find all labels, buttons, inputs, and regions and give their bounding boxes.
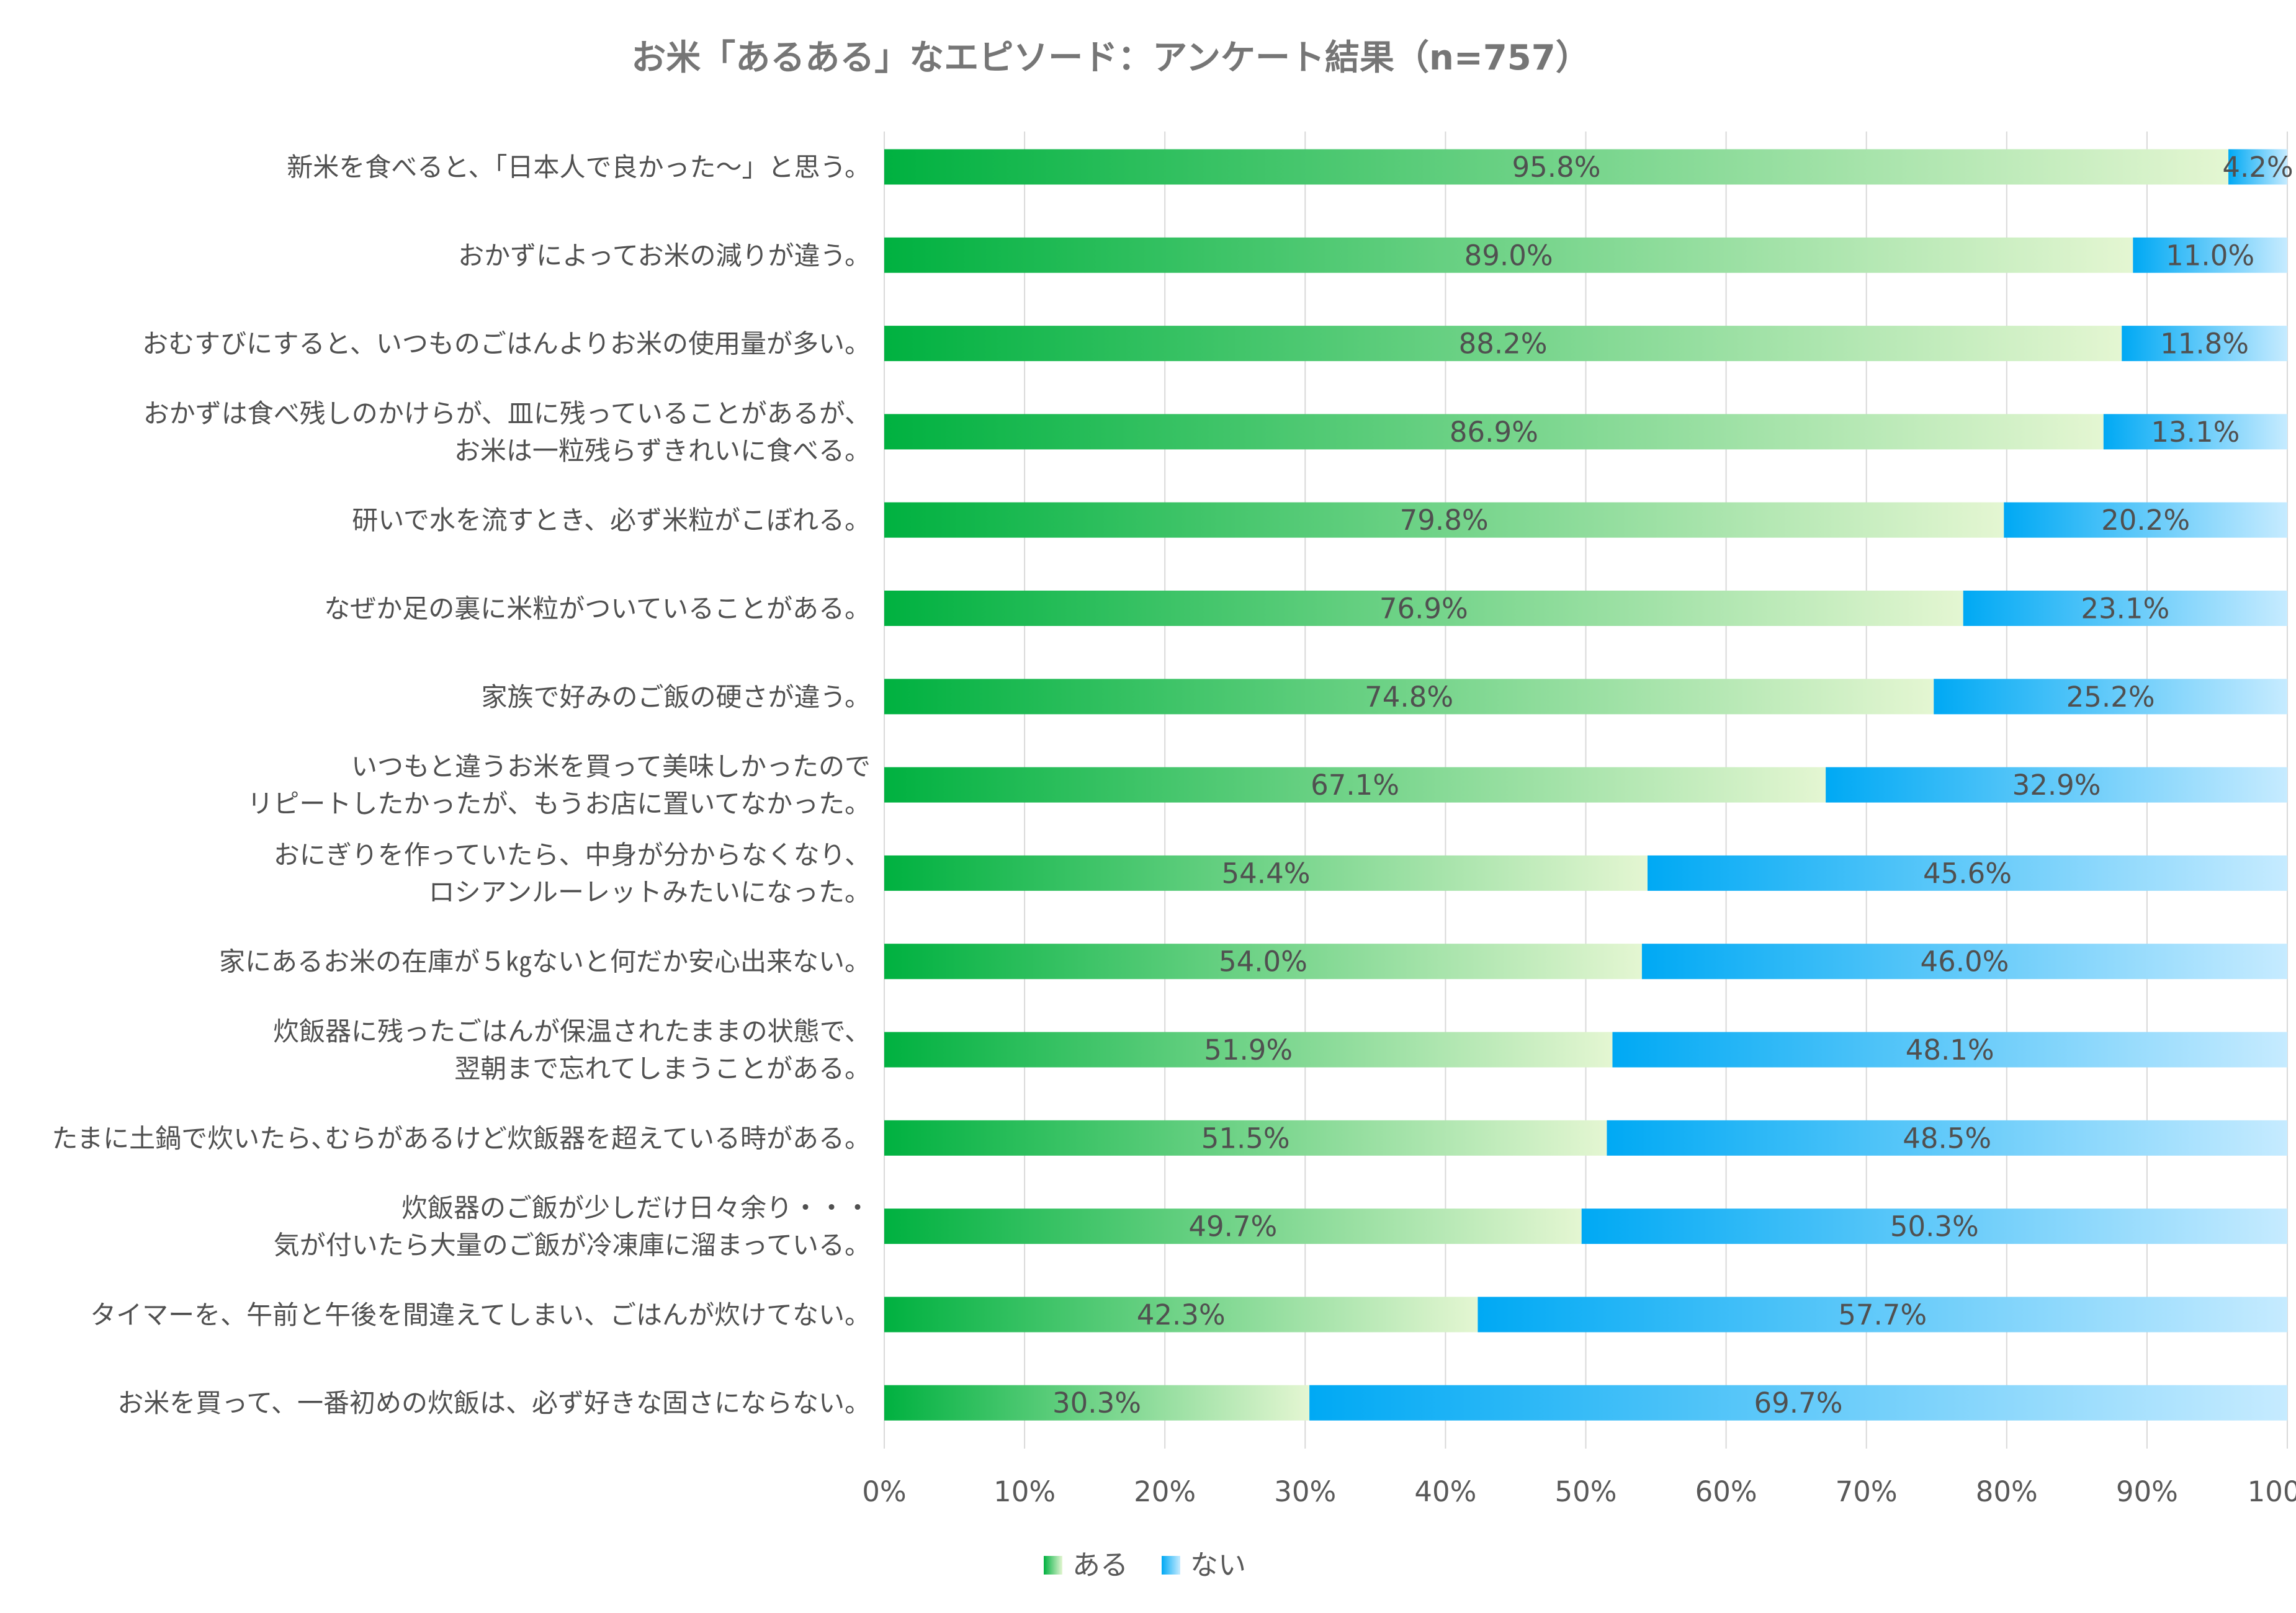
bar-aru: [884, 944, 1642, 980]
category-label: いつもと違うお米を買って美味しかったのでリピートしたかったが、もうお店に置いてな…: [247, 751, 871, 819]
category-label: 家族で好みのご飯の硬さが違う。: [482, 682, 871, 712]
data-label: 79.8%: [1400, 504, 1489, 537]
category-label: 家にあるお米の在庫が５㎏ないと何だか安心出来ない。: [219, 947, 871, 978]
data-label: 48.1%: [1906, 1034, 1994, 1066]
data-label: 54.4%: [1222, 857, 1311, 890]
category-label: おかずによってお米の減りが違う。: [458, 240, 871, 270]
bar-aru: [884, 1385, 1310, 1421]
category-label: 炊飯器のご飯が少しだけ日々余り・・・気が付いたら大量のご飯が冷凍庫に溜まっている…: [274, 1193, 871, 1261]
bar-nai: [1963, 591, 2287, 626]
bar-nai: [2103, 414, 2287, 450]
bar-nai: [2228, 149, 2287, 185]
data-label: 54.0%: [1219, 945, 1307, 978]
category-labels: 新米を食べると、「日本人で良かった～」と思う。おかずによってお米の減りが違う。お…: [52, 152, 871, 1418]
bar-nai: [1641, 944, 2287, 980]
legend: ある ない: [1044, 1548, 1246, 1581]
bar-aru: [884, 855, 1648, 891]
data-label: 69.7%: [1754, 1387, 1843, 1419]
bars: 95.8% 4.2% 89.0% 11.0% 88.2% 11.8% 86.9% 13.1% 7…: [884, 149, 2294, 1421]
category-label: タイマーを、午前と午後を間違えてしまい、ごはんが炊けてない。: [90, 1300, 871, 1330]
data-label: 23.1%: [2081, 592, 2169, 625]
data-label: 42.3%: [1137, 1298, 1226, 1331]
data-label: 88.2%: [1459, 328, 1548, 360]
bar-aru: [884, 1032, 1613, 1068]
data-label: 4.2%: [2222, 151, 2293, 184]
data-label: 51.5%: [1201, 1122, 1290, 1155]
bar-nai: [1647, 855, 2287, 891]
category-label: おむすびにすると、いつものごはんよりお米の使用量が多い。: [142, 329, 871, 359]
bar-nai: [1934, 679, 2287, 715]
category-label: おにぎりを作っていたら、中身が分からなくなり、ロシアンルーレットみたいになった。: [274, 839, 871, 907]
x-tick-label: 0%: [862, 1475, 906, 1508]
bar-aru: [884, 149, 2229, 185]
bar-aru: [884, 237, 2133, 273]
legend-swatch: [1044, 1556, 1062, 1575]
data-label: 49.7%: [1188, 1210, 1277, 1243]
bar-nai: [2122, 326, 2287, 362]
data-label: 30.3%: [1052, 1387, 1141, 1419]
bar-aru: [884, 1120, 1607, 1156]
data-label: 86.9%: [1450, 416, 1538, 449]
x-tick-label: 60%: [1695, 1475, 1757, 1508]
bar-aru: [884, 679, 1934, 715]
category-label: 研いで水を流すとき、必ず米粒がこぼれる。: [352, 505, 871, 535]
data-label: 45.6%: [1923, 857, 2012, 890]
x-tick-label: 40%: [1414, 1475, 1476, 1508]
x-tick-label: 10%: [993, 1475, 1056, 1508]
bar-nai: [2004, 502, 2287, 538]
data-label: 67.1%: [1311, 769, 1399, 802]
legend-label: ない: [1190, 1548, 1246, 1581]
data-label: 20.2%: [2101, 504, 2190, 537]
data-label: 76.9%: [1379, 592, 1468, 625]
data-label: 48.5%: [1903, 1122, 1991, 1155]
bar-nai: [1478, 1297, 2287, 1333]
data-label: 89.0%: [1464, 239, 1553, 272]
data-label: 95.8%: [1512, 151, 1601, 184]
category-label: 炊飯器に残ったごはんが保温されたままの状態で、翌朝まで忘れてしまうことがある。: [273, 1016, 871, 1084]
bar-aru: [884, 591, 1963, 626]
chart-title: お米「あるある」なエピソード：アンケート結果（n=757）: [631, 38, 1590, 78]
data-label: 51.9%: [1204, 1034, 1293, 1066]
bar-nai: [1581, 1209, 2287, 1244]
data-label: 46.0%: [1920, 945, 2009, 978]
category-label: お米を買って、一番初めの炊飯は、必ず好きな固さにならない。: [117, 1388, 871, 1418]
data-label: 25.2%: [2066, 681, 2155, 713]
legend-label: ある: [1072, 1548, 1128, 1581]
x-axis-ticks: 0% 10% 20% 30% 40% 50% 60% 70% 80% 90% 100%: [862, 1475, 2296, 1508]
bar-nai: [2133, 237, 2287, 273]
data-label: 57.7%: [1838, 1298, 1927, 1331]
bar-aru: [884, 414, 2104, 450]
data-label: 32.9%: [2012, 769, 2101, 802]
bar-aru: [884, 767, 1826, 803]
bar-nai: [1607, 1120, 2287, 1156]
legend-swatch: [1162, 1556, 1180, 1575]
x-tick-label: 20%: [1134, 1475, 1196, 1508]
bar-nai: [1309, 1385, 2287, 1421]
data-label: 11.0%: [2166, 239, 2254, 272]
x-tick-label: 30%: [1274, 1475, 1336, 1508]
data-label: 74.8%: [1365, 681, 1453, 713]
x-tick-label: 80%: [1976, 1475, 2038, 1508]
x-tick-label: 50%: [1554, 1475, 1617, 1508]
category-label: 新米を食べると、「日本人で良かった～」と思う。: [287, 152, 871, 182]
x-tick-label: 100%: [2248, 1475, 2296, 1508]
bar-aru: [884, 502, 2004, 538]
bar-aru: [884, 1209, 1582, 1244]
data-label: 13.1%: [2151, 416, 2240, 449]
category-label: おかずは食べ残しのかけらが、皿に残っていることがあるが、お米は一粒残らずきれいに…: [143, 398, 871, 466]
bar-nai: [1612, 1032, 2287, 1068]
x-tick-label: 70%: [1836, 1475, 1898, 1508]
category-label: なぜか足の裏に米粒がついていることがある。: [324, 594, 871, 624]
category-label: たまに土鍋で炊いたら､むらがあるけど炊飯器を超えている時がある。: [52, 1123, 871, 1153]
x-tick-label: 90%: [2116, 1475, 2178, 1508]
data-label: 11.8%: [2160, 328, 2249, 360]
bar-aru: [884, 1297, 1478, 1333]
bar-aru: [884, 326, 2122, 362]
bar-nai: [1826, 767, 2287, 803]
data-label: 50.3%: [1890, 1210, 1979, 1243]
